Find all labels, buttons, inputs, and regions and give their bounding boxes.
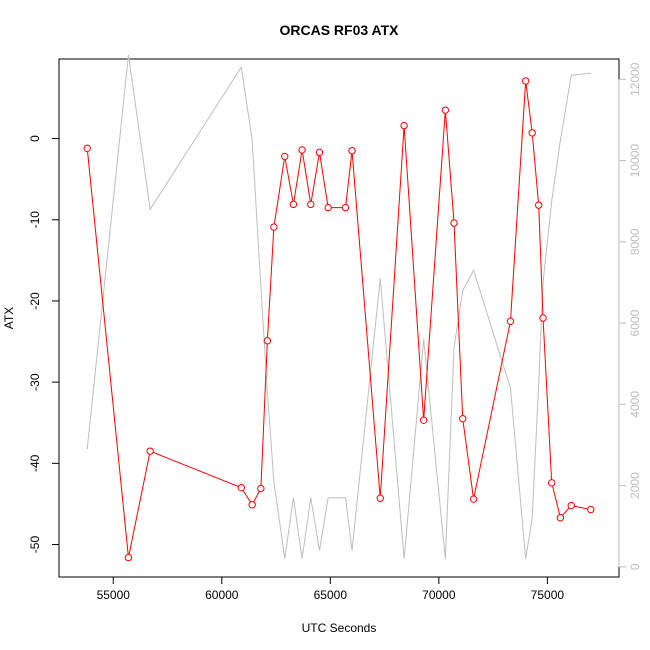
data-point <box>506 317 515 325</box>
y-tick-label: -40 <box>28 454 42 472</box>
x-axis-label: UTC Seconds <box>302 621 377 635</box>
y-axis: 0 -10 -20 -30 -40 -50 <box>28 135 60 554</box>
y-tick-label: -50 <box>28 536 42 554</box>
data-point <box>315 148 324 157</box>
data-point <box>289 200 298 209</box>
data-point <box>298 146 306 154</box>
data-point <box>307 200 315 209</box>
x-axis: 55000 60000 65000 70000 75000 <box>97 576 565 602</box>
y2-tick-label: 4000 <box>628 391 642 418</box>
data-point <box>459 414 467 423</box>
data-point <box>257 484 265 493</box>
data-point <box>548 479 556 487</box>
y-axis-label: ATX <box>2 307 16 329</box>
data-point <box>146 447 154 455</box>
chart-title: ORCAS RF03 ATX <box>279 22 399 38</box>
data-point <box>263 337 272 345</box>
data-point <box>124 553 133 562</box>
data-point <box>270 223 278 231</box>
series-right-line <box>86 54 591 559</box>
x-tick-label: 70000 <box>422 588 456 602</box>
data-point <box>521 77 530 85</box>
data-point <box>237 483 246 492</box>
data-point <box>567 501 575 510</box>
data-point <box>324 203 332 212</box>
data-point <box>539 314 547 322</box>
y2-axis: 0 2000 4000 6000 8000 10000 12000 <box>618 62 642 570</box>
y2-tick-label: 10000 <box>628 144 642 178</box>
x-tick-label: 75000 <box>531 588 565 602</box>
data-point <box>441 106 450 114</box>
y-tick-label: -20 <box>28 292 42 310</box>
data-point <box>348 147 356 155</box>
data-point <box>528 129 536 137</box>
y2-tick-label: 12000 <box>628 62 642 96</box>
data-point <box>534 201 543 209</box>
data-point <box>419 416 428 424</box>
data-point <box>587 505 595 514</box>
plot-frame <box>58 58 620 578</box>
y-tick-label: -10 <box>28 211 42 229</box>
y2-tick-label: 0 <box>628 563 642 570</box>
data-point <box>450 219 458 227</box>
data-point <box>400 121 408 130</box>
data-point <box>83 144 91 153</box>
data-point <box>556 514 565 522</box>
data-point <box>281 152 289 161</box>
y2-tick-label: 8000 <box>628 228 642 255</box>
x-tick-label: 65000 <box>314 588 348 602</box>
x-tick-label: 60000 <box>205 588 239 602</box>
x-tick-label: 55000 <box>97 588 131 602</box>
series-left-line <box>86 80 591 558</box>
y2-tick-label: 2000 <box>628 472 642 499</box>
data-point <box>248 501 256 509</box>
y-tick-label: 0 <box>28 135 42 142</box>
y-tick-label: -30 <box>28 373 42 391</box>
series-right-line-group <box>86 54 591 559</box>
data-point <box>341 203 350 212</box>
series-left-line-group <box>86 80 591 558</box>
data-point <box>469 495 478 503</box>
data-point <box>376 494 384 502</box>
y2-tick-label: 6000 <box>628 309 642 336</box>
series-left-points-group <box>83 77 595 562</box>
